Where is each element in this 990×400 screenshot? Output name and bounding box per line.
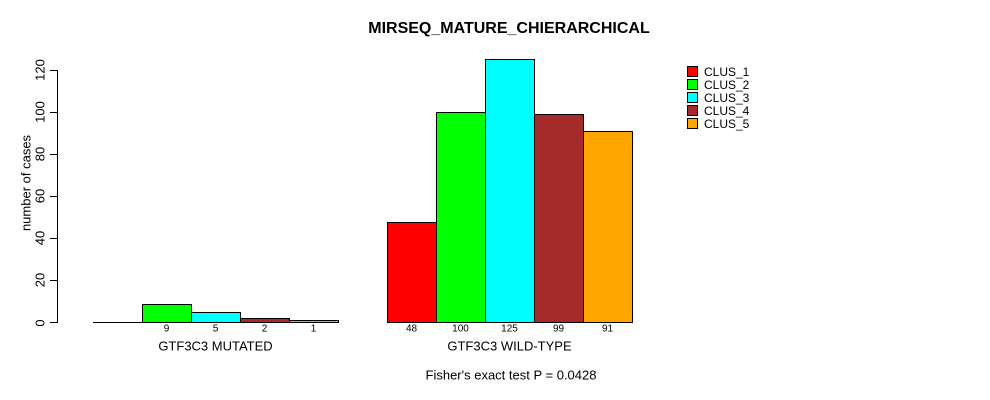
bar-value-label-clus-4-gtf3c3-mutated: 2 bbox=[261, 323, 268, 335]
bar-value-label-clus-5-gtf3c3-mutated: 1 bbox=[310, 323, 317, 335]
legend-swatch-clus-3 bbox=[687, 92, 698, 103]
bar-clus-4-gtf3c3-wild-type bbox=[533, 114, 584, 323]
y-tick-label-120: 120 bbox=[32, 59, 48, 81]
bar-clus-1-gtf3c3-wild-type bbox=[386, 222, 437, 323]
bar-clus-5-gtf3c3-mutated bbox=[288, 320, 339, 323]
legend-label-clus-1: CLUS_1 bbox=[704, 65, 750, 79]
bar-value-label-clus-2-gtf3c3-mutated: 9 bbox=[163, 323, 170, 335]
y-tick-40 bbox=[50, 238, 57, 239]
y-tick-0 bbox=[50, 322, 57, 323]
legend-swatch-clus-5 bbox=[687, 118, 698, 129]
chart-title: MIRSEQ_MATURE_CHIERARCHICAL bbox=[368, 20, 650, 37]
y-tick-label-40: 40 bbox=[32, 231, 48, 246]
bar-value-label-clus-2-gtf3c3-wild-type: 100 bbox=[452, 323, 469, 335]
bar-value-label-clus-3-gtf3c3-wild-type: 125 bbox=[501, 323, 518, 335]
legend-label-clus-4: CLUS_4 bbox=[704, 104, 750, 118]
fisher-test-annotation: Fisher's exact test P = 0.0428 bbox=[425, 367, 597, 383]
y-tick-20 bbox=[50, 280, 57, 281]
bar-clus-4-gtf3c3-mutated bbox=[239, 318, 290, 323]
legend-swatch-clus-1 bbox=[687, 66, 698, 77]
y-tick-label-80: 80 bbox=[32, 146, 48, 162]
y-tick-label-60: 60 bbox=[32, 189, 48, 204]
legend-label-clus-5: CLUS_5 bbox=[704, 117, 750, 131]
y-tick-120 bbox=[50, 70, 57, 71]
y-tick-label-20: 20 bbox=[32, 273, 48, 288]
group-label-gtf3c3-wild-type: GTF3C3 WILD-TYPE bbox=[447, 338, 572, 354]
legend-swatch-clus-2 bbox=[687, 79, 698, 90]
y-axis-label: number of cases bbox=[18, 134, 34, 232]
bar-value-label-clus-4-gtf3c3-wild-type: 99 bbox=[552, 323, 565, 335]
legend-swatch-clus-4 bbox=[687, 105, 698, 116]
bar-clus-5-gtf3c3-wild-type bbox=[582, 131, 633, 323]
y-tick-100 bbox=[50, 112, 57, 113]
bar-value-label-clus-5-gtf3c3-wild-type: 91 bbox=[601, 323, 614, 335]
y-tick-label-0: 0 bbox=[32, 318, 48, 327]
group-label-gtf3c3-mutated: GTF3C3 MUTATED bbox=[158, 338, 273, 354]
bar-value-label-clus-1-gtf3c3-wild-type: 48 bbox=[405, 323, 418, 335]
legend-label-clus-3: CLUS_3 bbox=[704, 91, 750, 105]
bar-value-label-clus-3-gtf3c3-mutated: 5 bbox=[212, 323, 219, 335]
y-tick-label-100: 100 bbox=[32, 101, 48, 123]
bar-clus-3-gtf3c3-mutated bbox=[190, 312, 241, 323]
y-tick-60 bbox=[50, 196, 57, 197]
y-tick-80 bbox=[50, 154, 57, 155]
y-axis-line bbox=[57, 70, 58, 323]
bar-clus-3-gtf3c3-wild-type bbox=[484, 59, 535, 323]
bar-clus-2-gtf3c3-mutated bbox=[141, 304, 192, 323]
legend-label-clus-2: CLUS_2 bbox=[704, 78, 750, 92]
bar-clus-2-gtf3c3-wild-type bbox=[435, 112, 486, 323]
